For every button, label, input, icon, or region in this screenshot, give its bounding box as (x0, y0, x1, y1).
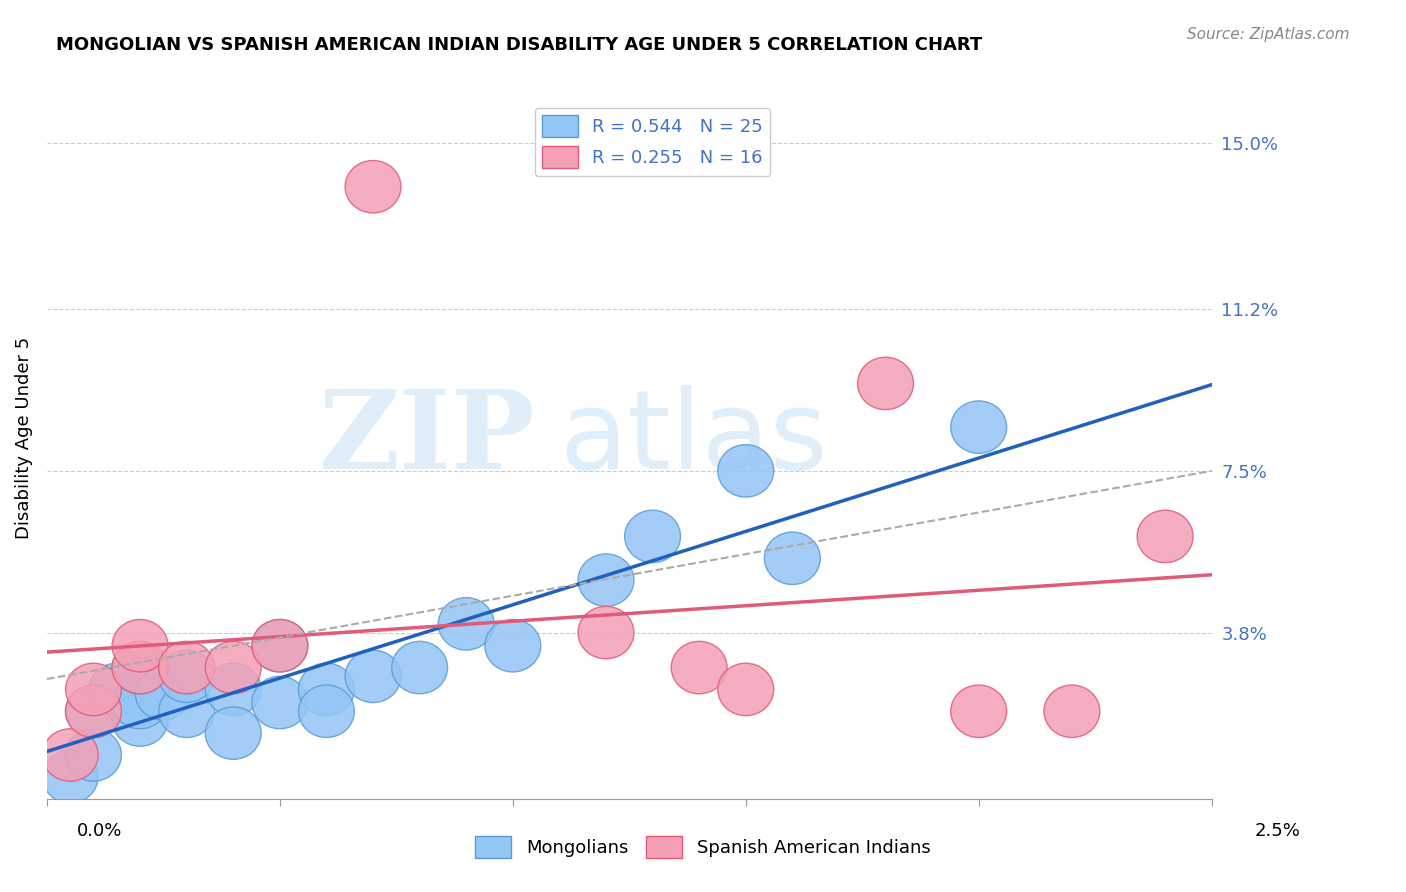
Ellipse shape (298, 663, 354, 715)
Ellipse shape (344, 161, 401, 213)
Text: ZIP: ZIP (319, 384, 536, 491)
Ellipse shape (1043, 685, 1099, 738)
Ellipse shape (950, 685, 1007, 738)
Ellipse shape (765, 532, 820, 584)
Ellipse shape (205, 706, 262, 759)
Ellipse shape (66, 729, 121, 781)
Ellipse shape (392, 641, 447, 694)
Ellipse shape (112, 641, 169, 694)
Ellipse shape (42, 750, 98, 803)
Ellipse shape (205, 663, 262, 715)
Ellipse shape (66, 663, 121, 715)
Ellipse shape (159, 685, 215, 738)
Ellipse shape (112, 676, 169, 729)
Ellipse shape (112, 619, 169, 672)
Legend: R = 0.544   N = 25, R = 0.255   N = 16: R = 0.544 N = 25, R = 0.255 N = 16 (534, 108, 770, 176)
Ellipse shape (578, 554, 634, 607)
Ellipse shape (159, 641, 215, 694)
Ellipse shape (42, 729, 98, 781)
Legend: Mongolians, Spanish American Indians: Mongolians, Spanish American Indians (468, 829, 938, 865)
Text: atlas: atlas (560, 384, 828, 491)
Ellipse shape (624, 510, 681, 563)
Ellipse shape (950, 401, 1007, 453)
Ellipse shape (718, 663, 773, 715)
Ellipse shape (298, 685, 354, 738)
Ellipse shape (66, 685, 121, 738)
Ellipse shape (135, 667, 191, 720)
Ellipse shape (66, 685, 121, 738)
Text: Source: ZipAtlas.com: Source: ZipAtlas.com (1187, 27, 1350, 42)
Ellipse shape (718, 444, 773, 497)
Y-axis label: Disability Age Under 5: Disability Age Under 5 (15, 337, 32, 539)
Ellipse shape (252, 619, 308, 672)
Ellipse shape (1137, 510, 1194, 563)
Ellipse shape (205, 641, 262, 694)
Ellipse shape (252, 676, 308, 729)
Ellipse shape (159, 650, 215, 703)
Ellipse shape (89, 663, 145, 715)
Ellipse shape (485, 619, 541, 672)
Ellipse shape (578, 607, 634, 659)
Ellipse shape (671, 641, 727, 694)
Text: 0.0%: 0.0% (77, 822, 122, 840)
Text: MONGOLIAN VS SPANISH AMERICAN INDIAN DISABILITY AGE UNDER 5 CORRELATION CHART: MONGOLIAN VS SPANISH AMERICAN INDIAN DIS… (56, 36, 983, 54)
Ellipse shape (252, 619, 308, 672)
Ellipse shape (858, 357, 914, 409)
Ellipse shape (344, 650, 401, 703)
Ellipse shape (112, 694, 169, 747)
Text: 2.5%: 2.5% (1254, 822, 1301, 840)
Ellipse shape (439, 598, 494, 650)
Ellipse shape (112, 641, 169, 694)
